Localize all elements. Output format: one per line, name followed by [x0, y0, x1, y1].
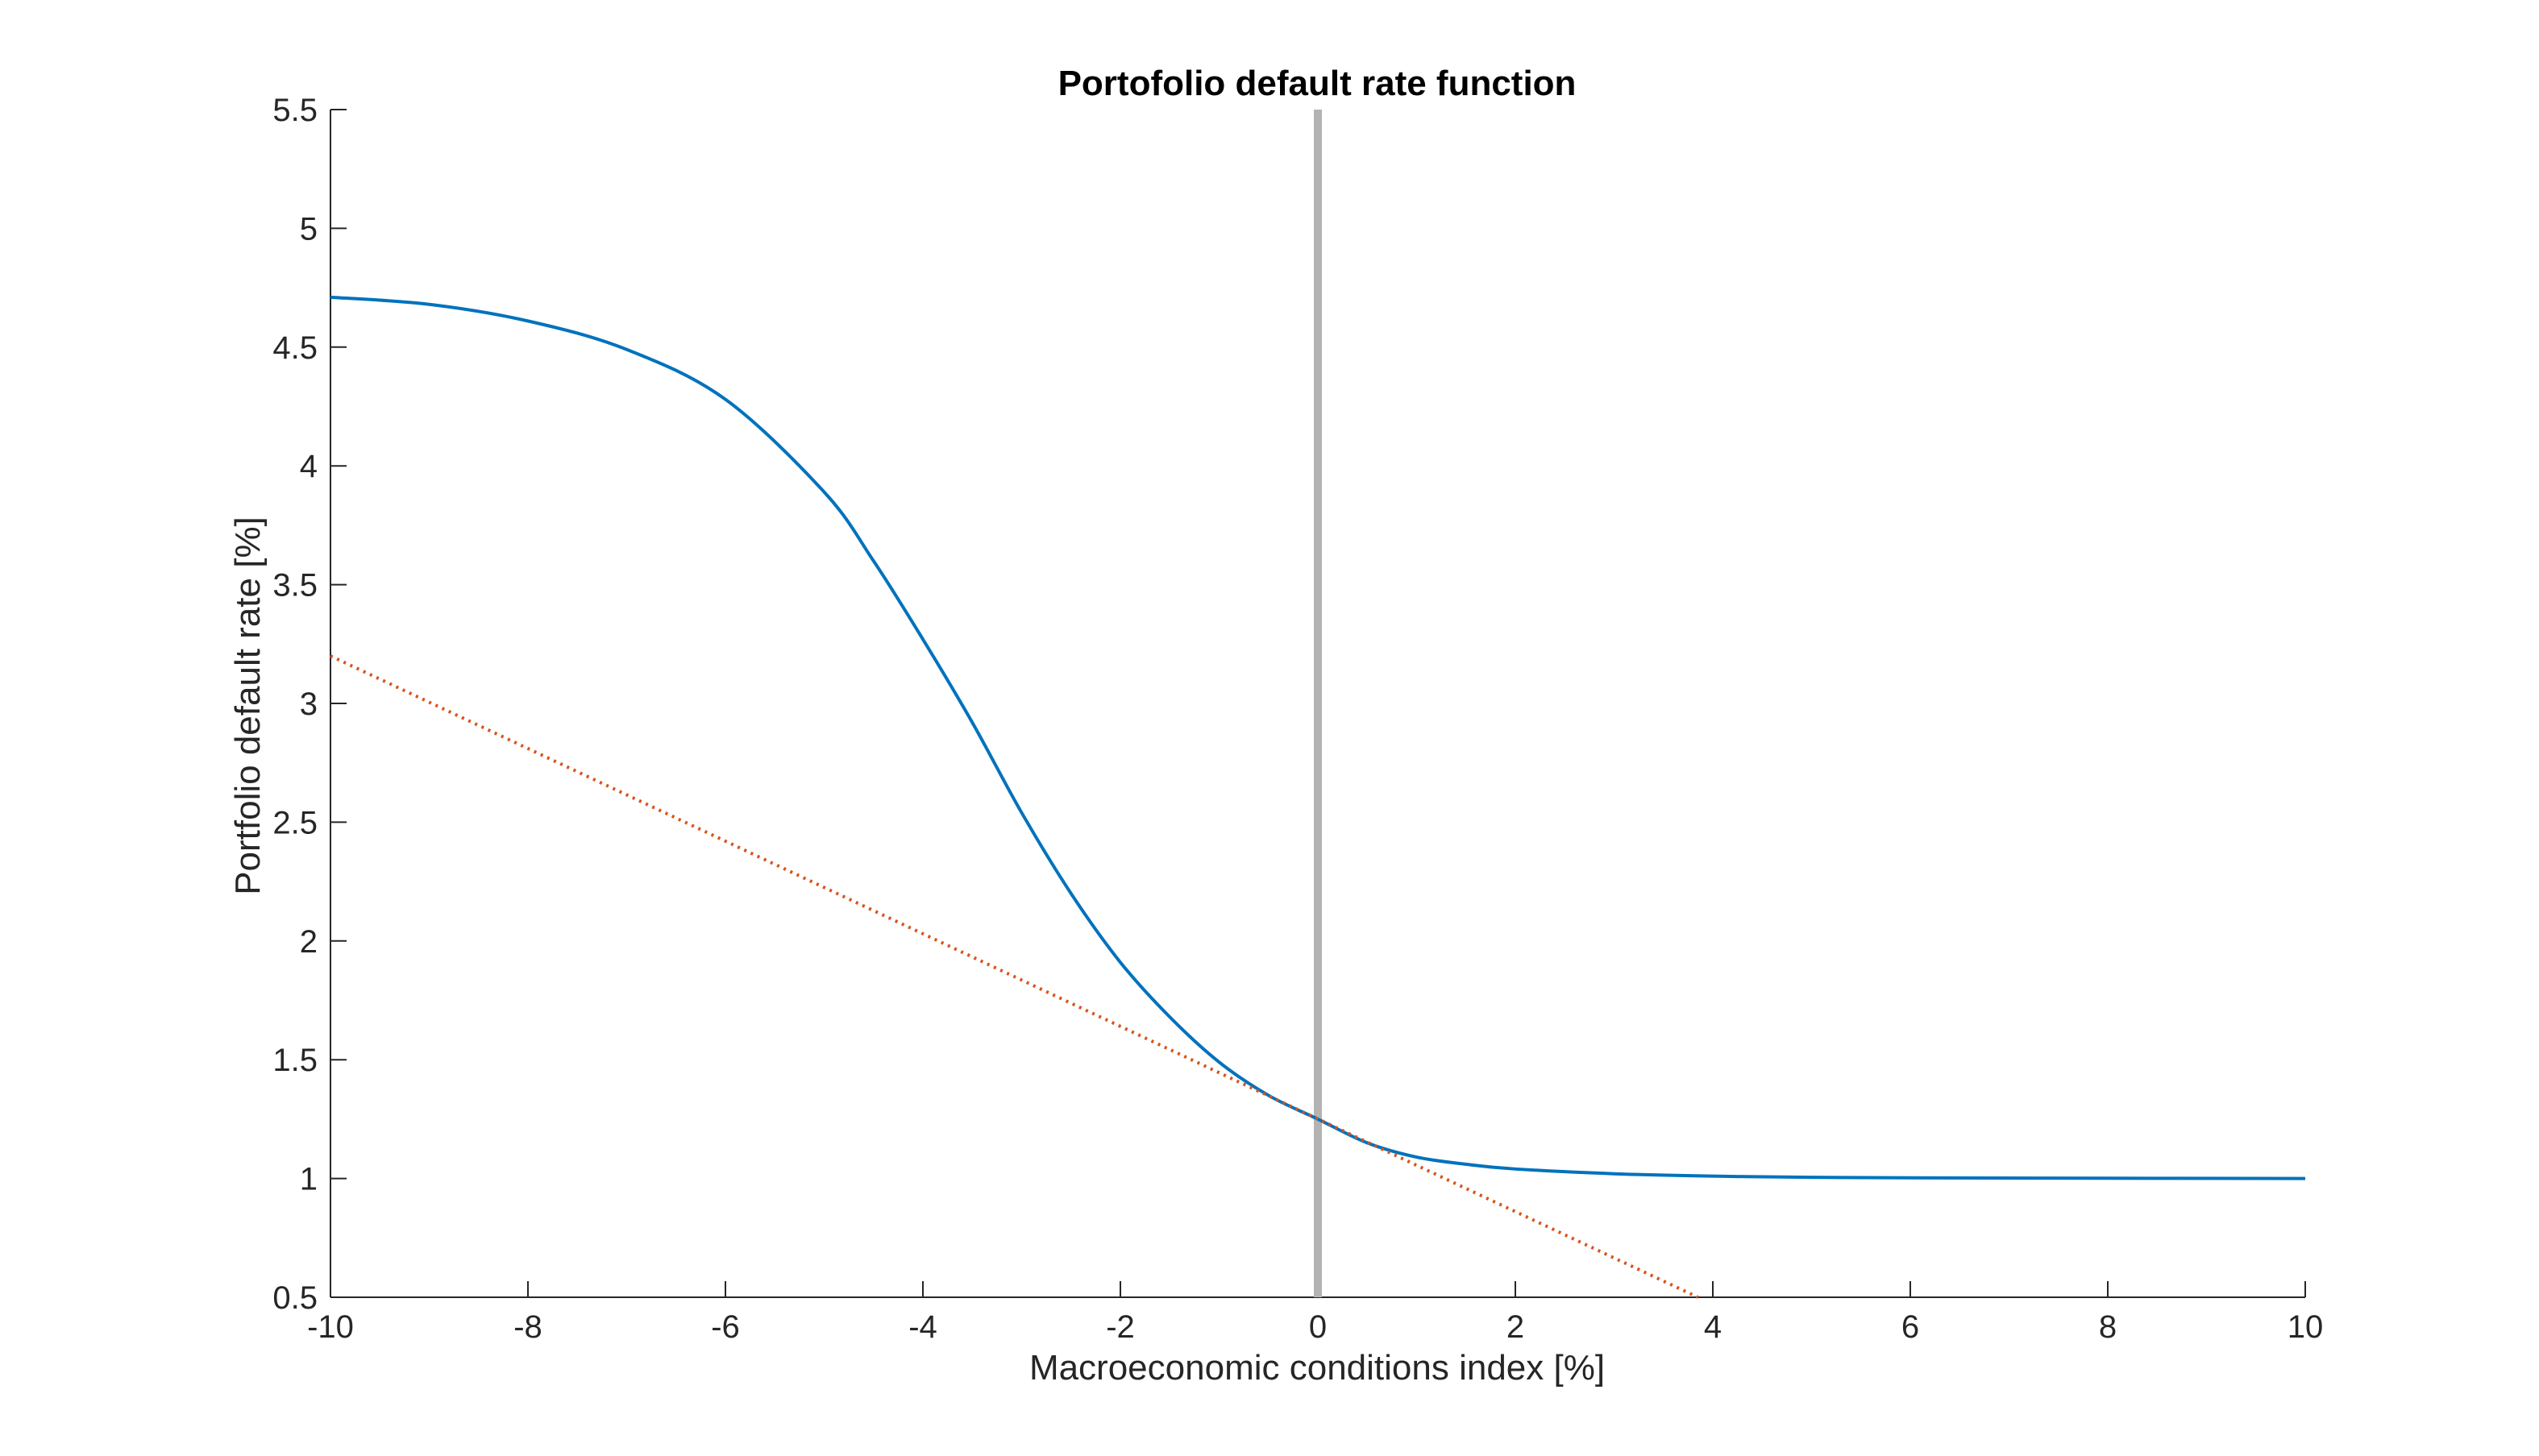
x-tick-label: 6 — [1901, 1309, 1919, 1345]
x-axis-label: Macroeconomic conditions index [%] — [1029, 1348, 1605, 1388]
x-tick-label: 10 — [2288, 1309, 2324, 1345]
y-tick-label: 1 — [300, 1162, 318, 1197]
x-tick-label: -4 — [908, 1309, 937, 1345]
y-tick-label: 2 — [300, 924, 318, 960]
x-tick-label: 4 — [1704, 1309, 1722, 1345]
x-tick-label: 0 — [1309, 1309, 1327, 1345]
y-tick-label: 0.5 — [272, 1280, 318, 1316]
x-tick-label: -10 — [307, 1309, 354, 1345]
y-tick-label: 3.5 — [272, 568, 318, 604]
chart-title: Portofolio default rate function — [1058, 64, 1577, 103]
plot-area: -10 -8 -6 -4 -2 0 2 4 6 8 10 0.5 1 1.5 2 2.5 3 3.5 4 4.5 5 5.… — [272, 93, 2323, 1345]
y-tick-label: 5 — [300, 211, 318, 247]
x-tick-label: 2 — [1506, 1309, 1524, 1345]
y-tick-label: 3 — [300, 687, 318, 722]
y-tick-label: 5.5 — [272, 93, 318, 128]
x-tick-label: -8 — [513, 1309, 542, 1345]
x-tick-label: -6 — [711, 1309, 740, 1345]
y-tick-label: 1.5 — [272, 1043, 318, 1078]
y-tick-label: 4 — [300, 449, 318, 484]
series-line-tangent — [330, 654, 1699, 1299]
y-tick-label: 2.5 — [272, 805, 318, 840]
x-tick-label: 8 — [2099, 1309, 2117, 1345]
y-axis-label: Portfolio default rate [%] — [228, 516, 268, 895]
series-line-default-rate — [330, 295, 2306, 1180]
y-tick-label: 4.5 — [272, 330, 318, 366]
x-tick-label: -2 — [1106, 1309, 1135, 1345]
